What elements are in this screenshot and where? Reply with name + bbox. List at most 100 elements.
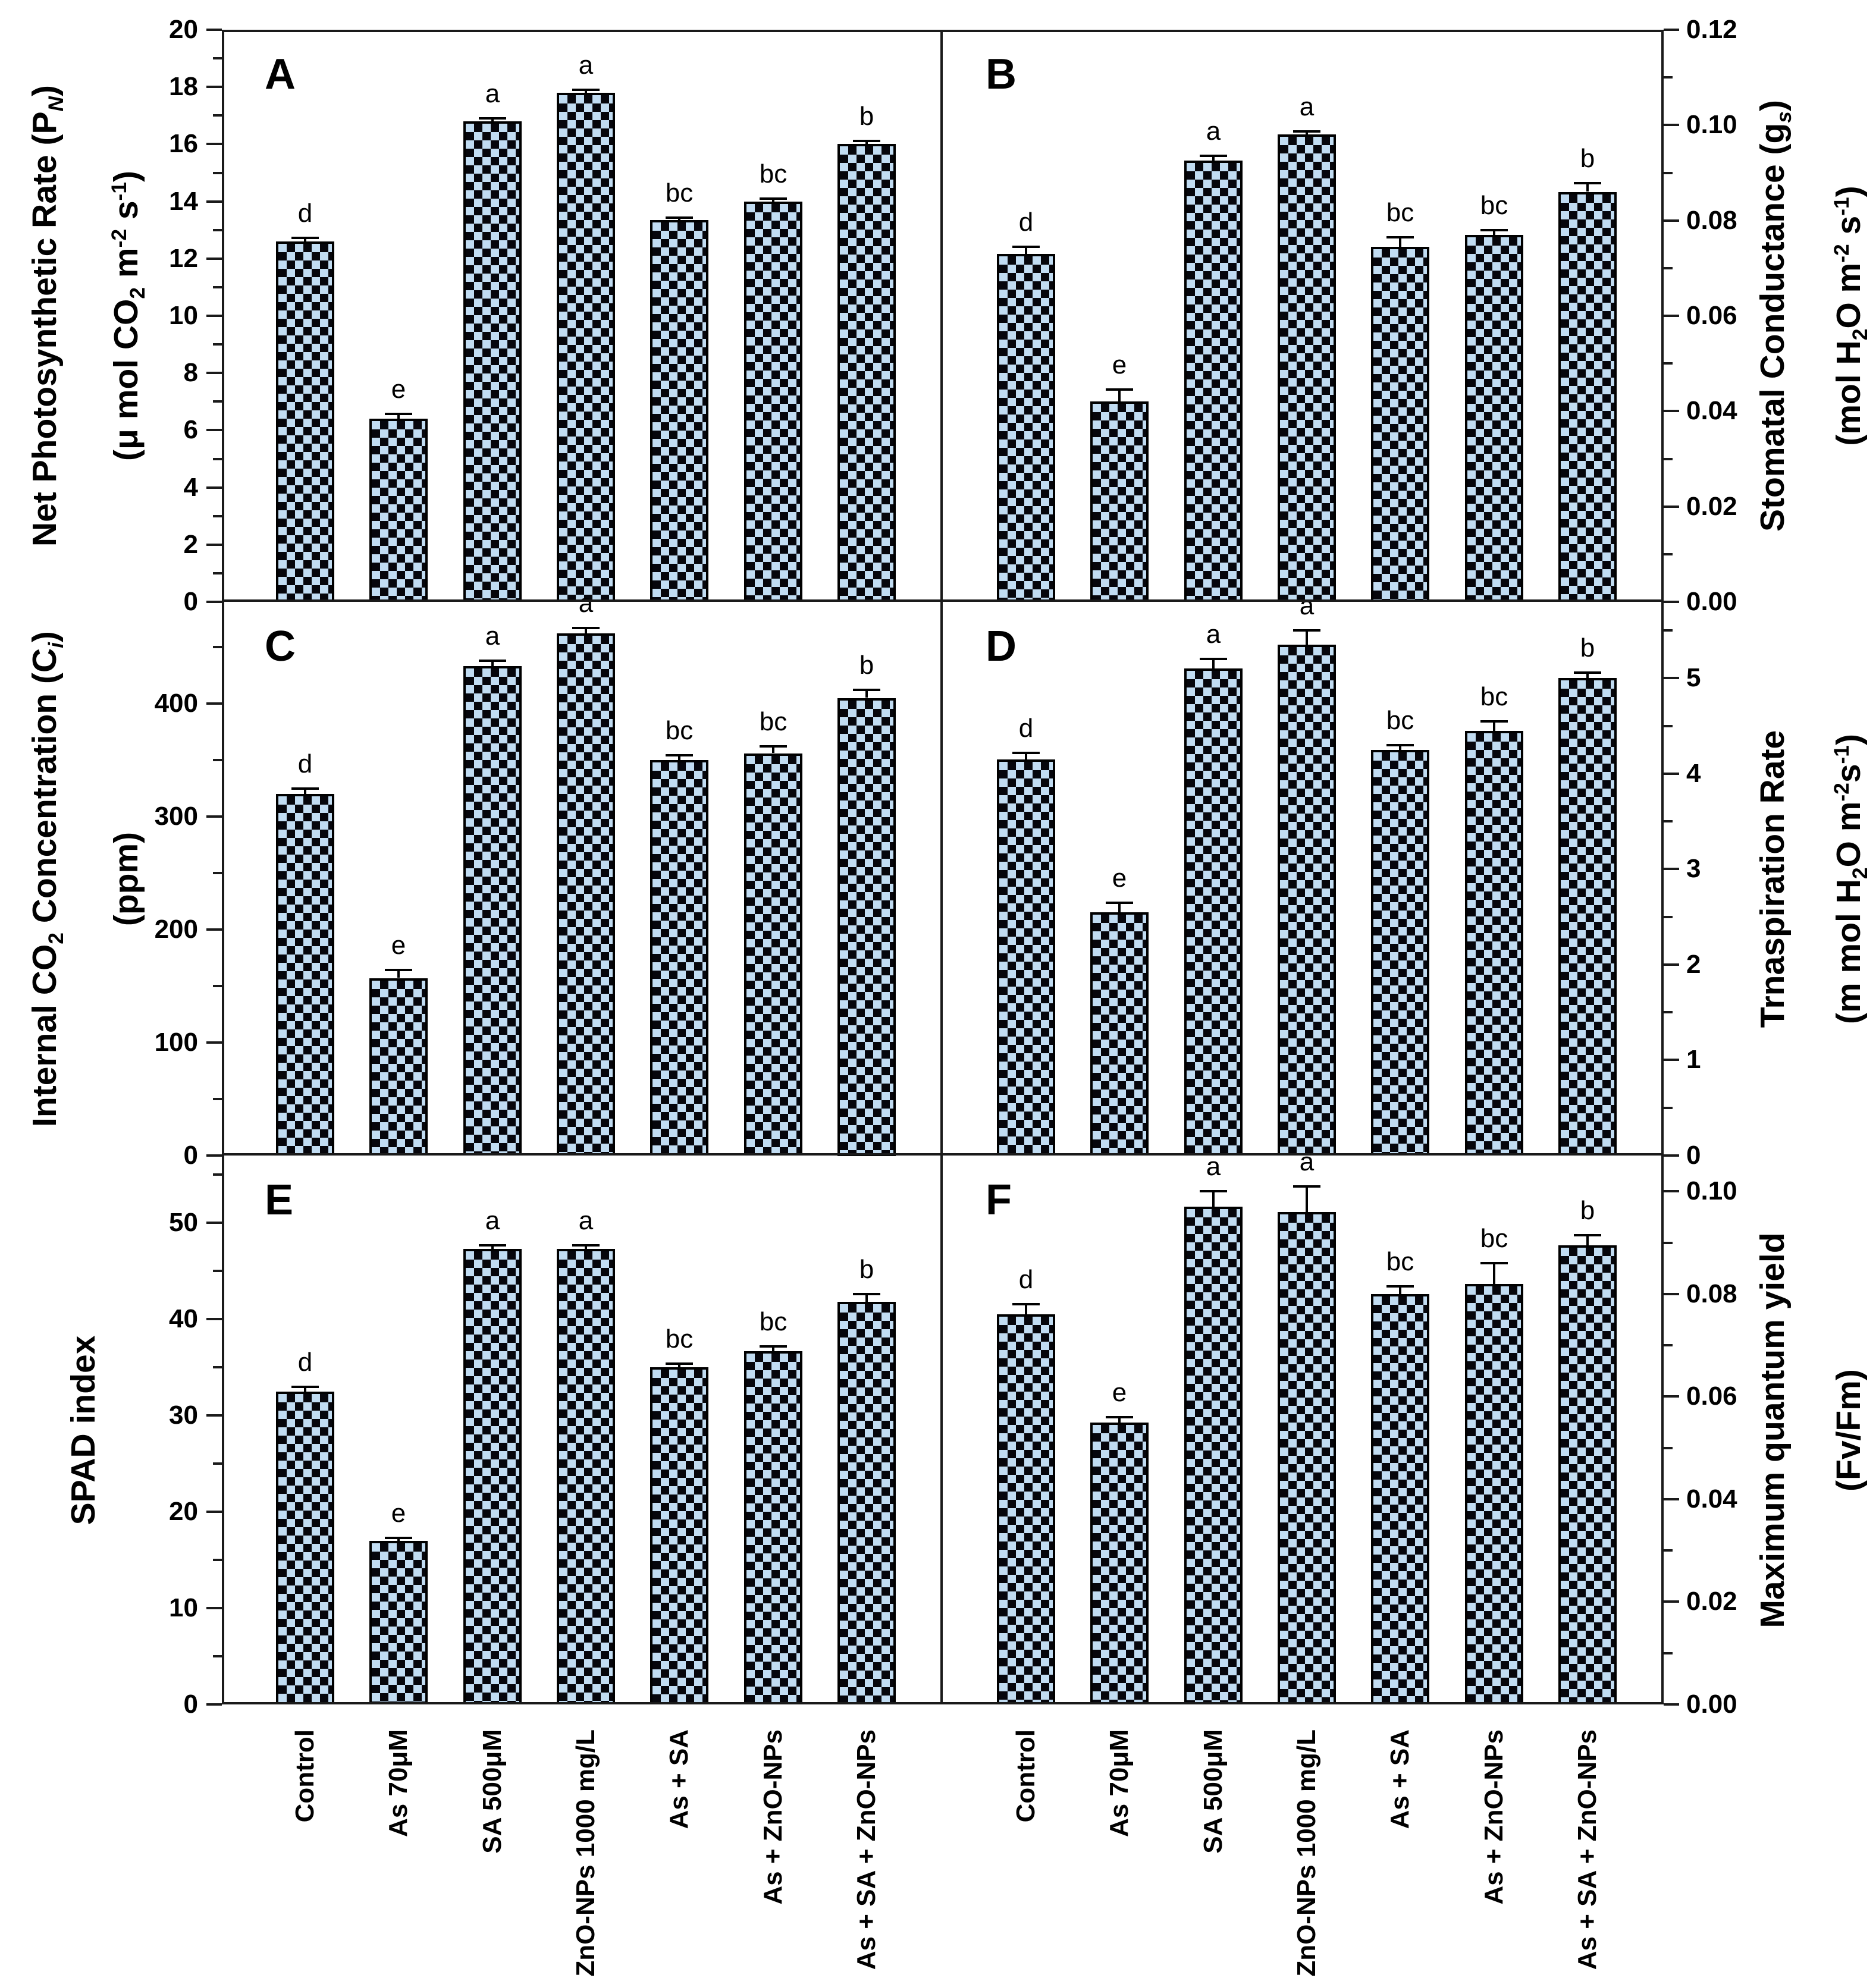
bar-C-2 bbox=[463, 666, 522, 1156]
y-axis-title-segment: -1 bbox=[1830, 197, 1853, 216]
bar-B-2 bbox=[1184, 161, 1243, 602]
significance-letter: b bbox=[1580, 144, 1595, 173]
y-tick-label: 12 bbox=[169, 244, 198, 273]
error-bar-cap bbox=[572, 1244, 600, 1247]
y-tick bbox=[206, 601, 222, 603]
x-category-label: As + ZnO-NPs bbox=[1479, 1729, 1508, 1905]
significance-letter: b bbox=[859, 102, 874, 131]
y-minor-tick bbox=[213, 458, 222, 460]
error-bar-cap bbox=[1293, 130, 1320, 133]
error-bar-cap bbox=[760, 1345, 787, 1348]
y-axis-title-segment: -2 bbox=[1830, 244, 1853, 263]
bar-F-2 bbox=[1184, 1207, 1243, 1704]
error-bar-cap bbox=[1012, 1303, 1040, 1305]
y-tick bbox=[206, 1154, 222, 1157]
significance-letter: d bbox=[297, 199, 313, 228]
y-tick-label: 0.10 bbox=[1686, 110, 1737, 139]
y-tick bbox=[206, 1041, 222, 1044]
significance-letter: a bbox=[485, 621, 500, 651]
y-tick bbox=[206, 143, 222, 145]
significance-letter: a bbox=[1206, 620, 1221, 649]
y-minor-tick bbox=[1664, 1344, 1673, 1346]
y-tick bbox=[206, 1607, 222, 1609]
y-tick bbox=[1664, 1293, 1679, 1295]
y-tick bbox=[1664, 1703, 1679, 1706]
significance-letter: b bbox=[859, 1255, 874, 1284]
panel-label-D: D bbox=[986, 623, 1017, 670]
y-axis-title-A-line1: Net Photosynthetic Rate (PN) bbox=[25, 85, 68, 547]
y-tick-label: 0.12 bbox=[1686, 15, 1737, 44]
y-tick-label: 18 bbox=[169, 72, 198, 101]
x-category-label: Control bbox=[290, 1729, 319, 1823]
y-minor-tick bbox=[1664, 458, 1673, 460]
y-tick bbox=[1664, 1600, 1679, 1603]
error-bar-line bbox=[1306, 1186, 1308, 1212]
y-minor-tick bbox=[213, 1366, 222, 1368]
error-bar-line bbox=[772, 1346, 774, 1351]
y-tick bbox=[1664, 124, 1679, 126]
y-tick-label: 0.02 bbox=[1686, 492, 1737, 521]
y-minor-tick bbox=[1664, 76, 1673, 79]
x-category-label: ZnO-NPs 1000 mg/L bbox=[1292, 1729, 1321, 1977]
bar-A-2 bbox=[463, 121, 522, 602]
y-tick-label: 200 bbox=[154, 915, 198, 944]
y-axis-title-C-line1: Internal CO2 Concentration (Ci) bbox=[25, 631, 68, 1127]
bar-F-4 bbox=[1371, 1294, 1429, 1704]
significance-letter: a bbox=[1206, 1152, 1221, 1181]
error-bar-cap bbox=[479, 1244, 506, 1247]
error-bar-cap bbox=[1293, 1185, 1320, 1188]
error-bar-line bbox=[1586, 673, 1589, 679]
y-axis-title-B-line2: (mol H2O m-2 s-1) bbox=[1829, 186, 1872, 445]
y-tick bbox=[206, 1318, 222, 1320]
y-axis-title-segment: (ppm) bbox=[107, 831, 145, 927]
error-bar-cap bbox=[666, 1362, 693, 1365]
y-tick bbox=[1664, 773, 1679, 775]
error-bar-line bbox=[1586, 183, 1589, 191]
x-category-label: As + SA bbox=[1385, 1729, 1414, 1829]
bar-A-6 bbox=[837, 144, 896, 602]
error-bar-cap bbox=[853, 689, 880, 691]
bar-E-6 bbox=[837, 1302, 896, 1704]
significance-letter: bc bbox=[759, 159, 788, 189]
bar-B-3 bbox=[1278, 134, 1336, 602]
bar-F-3 bbox=[1278, 1212, 1336, 1704]
error-bar-cap bbox=[572, 89, 600, 91]
y-tick bbox=[206, 702, 222, 705]
bar-D-4 bbox=[1371, 750, 1429, 1156]
error-bar-cap bbox=[1480, 1262, 1508, 1264]
y-minor-tick bbox=[213, 57, 222, 59]
y-tick bbox=[1664, 1154, 1679, 1157]
bar-D-2 bbox=[1184, 668, 1243, 1156]
error-bar-line bbox=[1493, 1263, 1495, 1284]
y-tick-label: 6 bbox=[183, 415, 198, 444]
y-tick bbox=[1664, 963, 1679, 966]
y-minor-tick bbox=[213, 646, 222, 648]
y-tick bbox=[1664, 1498, 1679, 1500]
y-tick-label: 300 bbox=[154, 802, 198, 831]
bar-C-4 bbox=[650, 760, 708, 1156]
y-axis-title-C-line2: (ppm) bbox=[106, 832, 146, 926]
error-bar-cap bbox=[479, 660, 506, 662]
y-tick-label: 30 bbox=[169, 1401, 198, 1430]
bar-A-1 bbox=[369, 419, 428, 602]
x-category-label: SA 500μM bbox=[478, 1729, 507, 1854]
y-axis-title-segment: O m bbox=[1830, 801, 1868, 868]
error-bar-line bbox=[304, 238, 306, 241]
error-bar-line bbox=[1399, 1286, 1401, 1294]
error-bar-line bbox=[491, 1245, 494, 1249]
y-minor-tick bbox=[213, 343, 222, 346]
y-axis-title-segment: (μ mol CO bbox=[107, 299, 145, 461]
y-axis-title-D-line2: (m mol H2O m-2s-1) bbox=[1829, 734, 1872, 1024]
error-bar-line bbox=[1586, 1235, 1589, 1245]
y-minor-tick bbox=[1664, 1447, 1673, 1449]
y-tick bbox=[206, 928, 222, 931]
y-tick bbox=[1664, 1190, 1679, 1192]
significance-letter: a bbox=[485, 1206, 500, 1235]
x-category-label: As + SA bbox=[664, 1729, 694, 1829]
y-tick bbox=[206, 86, 222, 88]
error-bar-cap bbox=[853, 1293, 880, 1295]
error-bar-cap bbox=[853, 140, 880, 142]
y-tick bbox=[1664, 219, 1679, 222]
y-minor-tick bbox=[1664, 362, 1673, 365]
y-minor-tick bbox=[213, 515, 222, 517]
